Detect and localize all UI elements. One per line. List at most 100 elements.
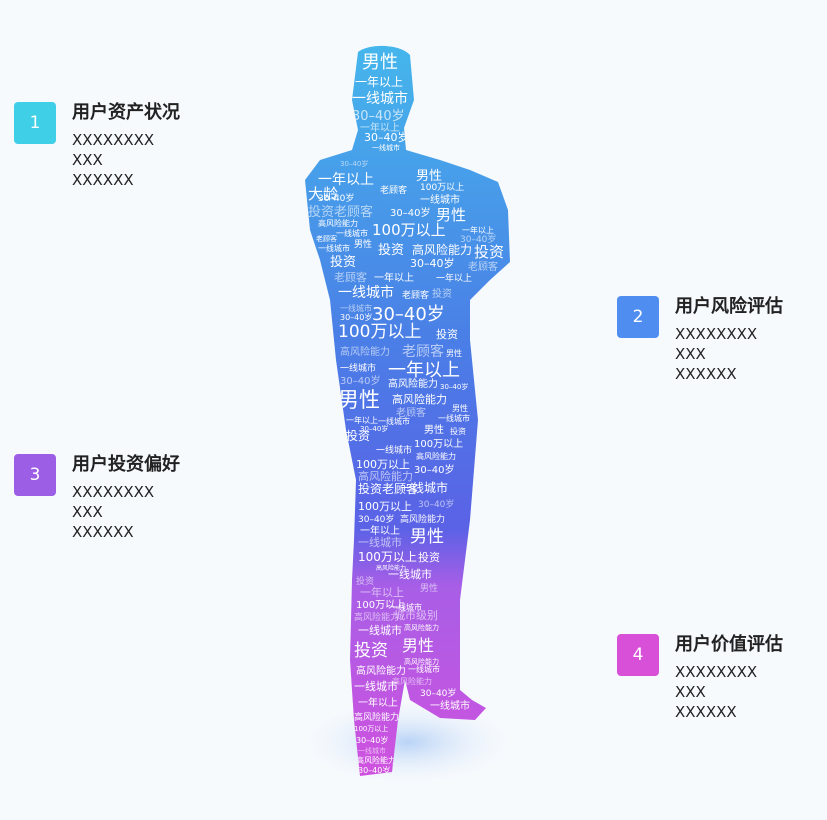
word-cloud-word: 高风险能力 [318, 218, 358, 228]
word-cloud-word: 高风险能力 [392, 392, 447, 406]
word-cloud-word: 大龄 [308, 185, 338, 203]
word-cloud-word: 一线城市 [390, 602, 422, 612]
word-cloud-word: 100万以上 [414, 438, 463, 450]
card-line: XXXXXX [72, 523, 134, 541]
word-cloud-word: 30–40岁 [364, 130, 409, 144]
word-cloud-word: 30–40岁 [360, 424, 388, 433]
word-cloud-word: 老顾客 [468, 260, 498, 273]
word-cloud-word: 投资 [346, 428, 370, 443]
word-cloud-word: 30–40岁 [414, 463, 454, 476]
card-title: 用户投资偏好 [72, 454, 180, 475]
word-cloud-word: 老顾客 [402, 343, 444, 360]
word-cloud-word: 男性 [402, 636, 434, 655]
word-cloud-word: 一线城市 [376, 444, 412, 456]
card-line: XXX [675, 345, 706, 363]
word-cloud-word: 一线城市 [354, 679, 398, 693]
word-cloud-word: 30–40岁 [356, 735, 388, 745]
word-cloud-word: 30–40岁 [390, 206, 430, 219]
word-cloud-word: 一年以上 [346, 415, 378, 425]
card-line: XXXXXX [675, 365, 737, 383]
word-cloud-word: 老顾客 [334, 270, 367, 284]
word-cloud-word: 30–40岁 [340, 159, 368, 168]
card-line: XXXXXX [675, 703, 737, 721]
word-cloud-word: 30–40岁 [318, 192, 354, 204]
person-silhouette-word-cloud: 男性 一年以上 一线城市 30–40岁 一年以上 30–40岁 一线城市 30–40岁 男性 一年… [290, 40, 530, 815]
word-cloud-word: 投资老顾客 [358, 481, 418, 496]
word-cloud-word: 一线城市 [340, 362, 376, 374]
silhouette-body [305, 45, 510, 777]
word-cloud-word: 30–40岁 [358, 765, 390, 775]
card-number-badge: 4 [617, 634, 659, 676]
word-cloud-word: 一线城市 [430, 699, 470, 712]
word-cloud-word: 30–40岁 [340, 374, 380, 387]
word-cloud-word: 老顾客 [402, 289, 429, 301]
word-cloud-word: 100万以上 [356, 599, 405, 611]
word-cloud-word: 男性 [338, 388, 380, 412]
word-cloud-word: 投资 [378, 242, 404, 258]
word-cloud-word: 投资 [432, 287, 452, 300]
word-cloud-word: 30–40岁 [460, 233, 496, 245]
word-cloud-word: 100万以上 [338, 322, 421, 342]
word-cloud-word: 高风险能力 [354, 611, 399, 623]
word-cloud-word: 一线城市 [338, 284, 394, 301]
word-cloud-word: 100万以上 [372, 221, 446, 239]
card-number-badge: 1 [14, 102, 56, 144]
word-cloud-word: 男性 [436, 206, 466, 224]
word-cloud-word: 一线城市 [340, 303, 372, 313]
word-cloud-word: 一线城市 [400, 480, 448, 495]
word-cloud-word: 投资 [450, 426, 466, 436]
word-cloud-word: 一线城市 [438, 413, 470, 423]
word-cloud-word: 30–40岁 [420, 687, 456, 699]
word-cloud-word: 一线城市 [408, 664, 440, 674]
word-cloud-word: 高风险能力 [356, 664, 406, 677]
word-cloud-word: 100万以上 [358, 550, 417, 564]
word-cloud-word: 男性 [420, 582, 438, 594]
word-cloud-word: 男性 [416, 169, 442, 184]
word-cloud-word: 高风险能力 [358, 469, 413, 483]
word-cloud-word: 投资老顾客 [308, 204, 373, 220]
word-cloud-word: 高风险能力 [340, 345, 390, 358]
word-cloud-word: 30–40岁 [372, 304, 445, 325]
word-cloud-word: 高风险能力 [400, 513, 445, 525]
card-line: XXX [675, 683, 706, 701]
word-cloud-word: 30–40岁 [440, 382, 468, 391]
word-cloud-word: 一线城市 [420, 193, 460, 206]
word-cloud-word: 投资 [474, 243, 504, 261]
word-cloud-word: 100万以上 [420, 182, 464, 193]
word-cloud-word: 100万以上 [358, 500, 412, 513]
word-cloud-word: 一线城市 [318, 243, 350, 253]
word-cloud-word: 男性 [354, 238, 372, 250]
word-cloud-word: 30–40岁 [410, 256, 455, 270]
word-cloud-word: 男性 [446, 348, 462, 358]
word-cloud-word: 高风险能力 [416, 451, 456, 461]
word-cloud-word: 一年以上 [360, 121, 400, 134]
card-number-badge: 3 [14, 454, 56, 496]
word-cloud-word: 一年以上 [462, 225, 494, 235]
floor-shadow [300, 698, 516, 786]
card-line: XXXXXXXX [72, 131, 155, 149]
card-line: XXX [72, 503, 103, 521]
word-cloud-word: 100万以上 [354, 724, 388, 733]
word-cloud-word: 一年以上 [360, 524, 400, 537]
word-cloud-word: 一线城市 [388, 567, 432, 581]
word-cloud-word: 高风险能力 [388, 377, 438, 390]
card-line: XXXXXXXX [675, 325, 758, 343]
word-cloud-word: 一线城市 [358, 623, 402, 637]
word-cloud-word: 30–40岁 [418, 498, 454, 510]
word-cloud-word: 100万以上 [356, 458, 410, 471]
word-cloud-word: 一线城市 [336, 228, 368, 238]
word-cloud-word: 男性 [452, 403, 468, 413]
card-title: 用户价值评估 [675, 634, 783, 655]
word-cloud-word: 投资 [436, 327, 458, 341]
word-cloud-word: 老顾客 [380, 184, 407, 196]
word-cloud-word: 投资 [354, 641, 388, 661]
word-cloud-word: 投资 [418, 550, 440, 564]
word-cloud-word: 高风险能力 [404, 657, 439, 666]
word-cloud-words: 男性一年以上一线城市30–40岁一年以上30–40岁一线城市30–40岁男性一年… [308, 52, 504, 775]
word-cloud-word: 一年以上 [358, 696, 398, 709]
word-cloud-word: 30–40岁 [352, 109, 405, 124]
word-cloud-word: 一线城市 [372, 143, 400, 152]
card-number-badge: 2 [617, 296, 659, 338]
word-cloud-word: 一年以上 [318, 172, 374, 188]
word-cloud-word: 投资 [356, 575, 374, 587]
